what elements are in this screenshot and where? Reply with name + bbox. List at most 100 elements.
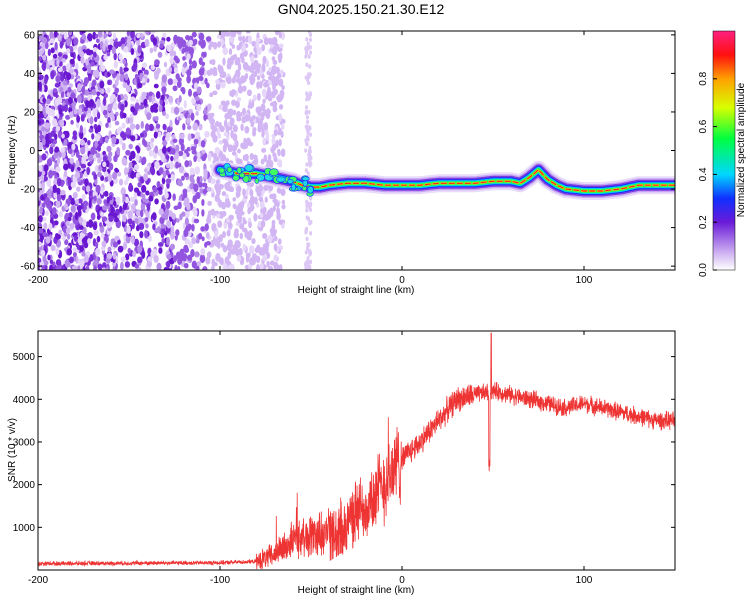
noise-speckle <box>100 65 106 72</box>
noise-speckle <box>83 254 89 263</box>
noise-speckle <box>161 213 167 219</box>
noise-speckle <box>101 216 108 222</box>
noise-speckle <box>252 130 257 137</box>
noise-speckle <box>207 210 212 216</box>
noise-speckle <box>156 181 161 188</box>
noise-speckle <box>239 247 243 256</box>
noise-speckle <box>51 109 56 118</box>
noise-speckle <box>148 95 152 103</box>
noise-speckle <box>141 184 147 193</box>
noise-speckle <box>162 32 167 38</box>
noise-speckle <box>155 123 161 129</box>
noise-speckle <box>253 53 258 59</box>
noise-speckle <box>306 263 310 269</box>
noise-speckle <box>194 251 200 258</box>
noise-speckle <box>198 232 203 240</box>
noise-speckle <box>76 186 81 192</box>
noise-speckle <box>144 217 149 223</box>
noise-speckle <box>264 122 268 131</box>
noise-speckle <box>118 137 123 145</box>
noise-speckle <box>218 199 223 208</box>
noise-speckle <box>271 77 275 86</box>
spectrogram-y-ticks: -60 -40 -20 0 20 40 60 <box>21 30 675 273</box>
noise-speckle <box>46 178 52 188</box>
noise-speckle <box>172 138 178 143</box>
noise-speckle <box>96 214 101 220</box>
noise-speckle <box>141 77 146 83</box>
noise-speckle <box>191 223 195 232</box>
noise-speckle <box>122 193 126 203</box>
noise-speckle <box>51 207 57 215</box>
noise-speckle <box>85 48 91 56</box>
noise-speckle <box>161 74 168 83</box>
noise-speckle <box>191 60 197 69</box>
noise-speckle <box>125 253 130 261</box>
noise-speckle <box>210 208 216 216</box>
noise-speckle <box>154 115 159 122</box>
noise-speckle <box>159 216 165 225</box>
noise-speckle <box>42 54 47 61</box>
noise-speckle <box>153 70 160 77</box>
noise-speckle <box>95 33 99 39</box>
noise-speckle <box>279 43 284 48</box>
noise-speckle <box>306 256 310 261</box>
noise-speckle <box>120 256 127 263</box>
noise-speckle <box>242 107 247 116</box>
noise-speckle <box>165 178 172 184</box>
noise-speckle <box>265 109 271 115</box>
noise-speckle <box>164 100 169 105</box>
noise-speckle <box>191 237 197 245</box>
noise-speckle <box>210 151 214 158</box>
noise-speckle <box>87 33 93 42</box>
noise-speckle <box>113 52 117 61</box>
noise-speckle <box>193 138 199 145</box>
ridge-blob <box>226 166 233 173</box>
noise-speckle <box>250 55 255 63</box>
noise-speckle <box>213 152 218 162</box>
noise-speckle <box>107 151 113 157</box>
noise-speckle <box>95 247 101 256</box>
noise-speckle <box>128 161 133 169</box>
noise-speckle <box>49 264 53 270</box>
noise-speckle <box>263 89 267 98</box>
noise-speckle <box>191 31 197 38</box>
noise-speckle <box>276 72 282 79</box>
noise-speckle <box>262 206 267 214</box>
noise-speckle <box>182 123 186 131</box>
noise-speckle <box>195 191 201 200</box>
noise-speckle <box>309 220 313 225</box>
noise-speckle <box>242 61 249 71</box>
noise-speckle <box>204 130 210 138</box>
noise-speckle <box>240 123 244 132</box>
noise-speckle <box>159 43 164 49</box>
noise-speckle <box>129 123 136 130</box>
ridge-blob <box>276 176 286 183</box>
noise-speckle <box>78 225 84 230</box>
noise-speckle <box>271 193 277 200</box>
noise-speckle <box>260 247 266 257</box>
noise-speckle <box>97 171 103 178</box>
noise-speckle <box>133 238 140 247</box>
noise-speckle <box>278 104 284 110</box>
noise-speckle <box>163 266 168 270</box>
noise-speckle <box>174 264 179 270</box>
noise-speckle <box>132 250 137 258</box>
noise-speckle <box>48 222 53 231</box>
noise-speckle <box>245 137 252 146</box>
noise-speckle <box>232 76 236 83</box>
noise-speckle <box>137 182 142 188</box>
noise-speckle <box>80 163 87 169</box>
noise-speckle <box>40 175 45 182</box>
noise-speckle <box>65 220 70 227</box>
ridge-blob <box>287 178 294 185</box>
noise-speckle <box>100 186 104 195</box>
noise-speckle <box>40 75 44 80</box>
noise-speckle <box>49 146 54 155</box>
noise-speckle <box>219 31 225 38</box>
noise-speckle <box>56 178 62 187</box>
noise-speckle <box>219 125 225 133</box>
noise-speckle <box>95 38 100 44</box>
noise-speckle <box>187 125 192 130</box>
noise-speckle <box>309 259 313 265</box>
noise-speckle <box>107 44 113 51</box>
